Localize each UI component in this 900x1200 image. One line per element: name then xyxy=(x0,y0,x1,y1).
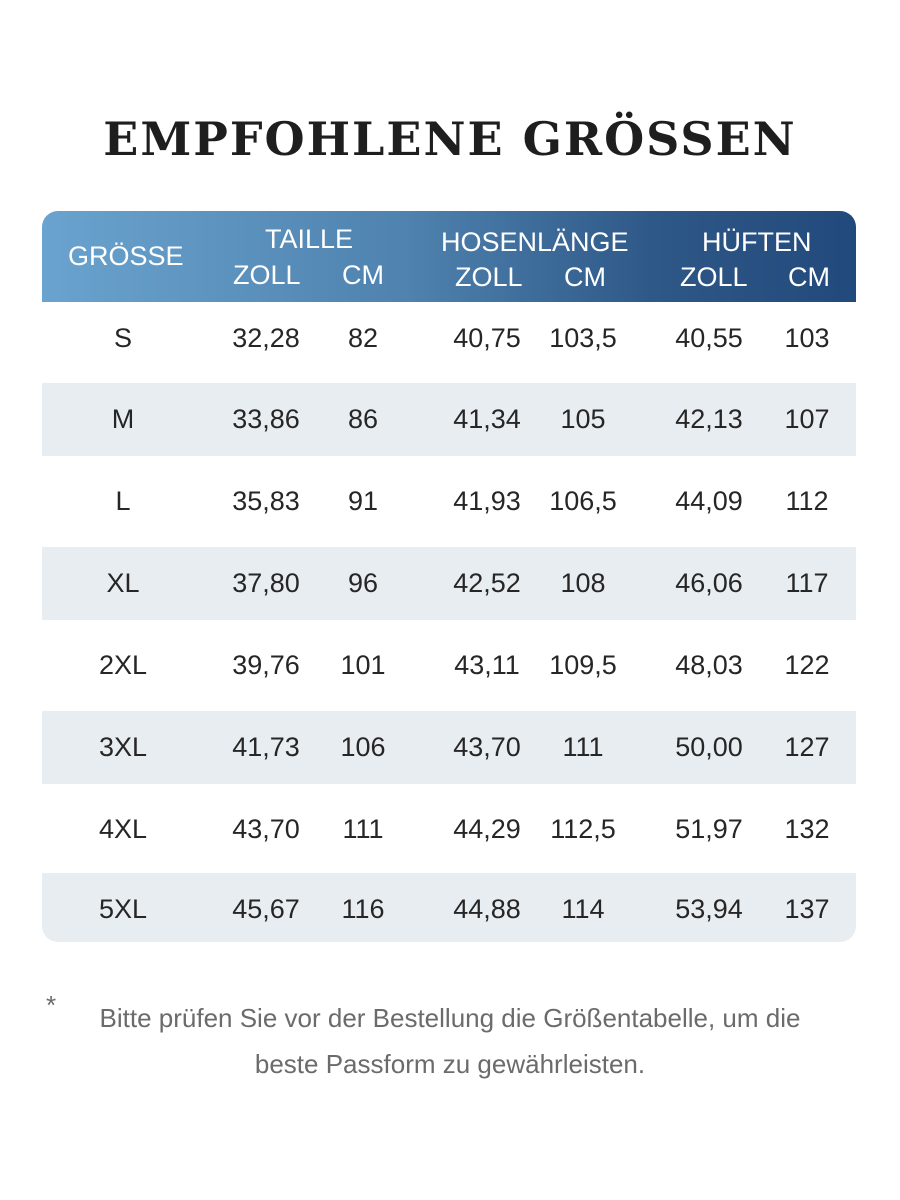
cell-waist-cm: 116 xyxy=(341,894,385,924)
cell-waist-cm: 86 xyxy=(347,404,379,434)
cell-waist-cm: 91 xyxy=(347,486,379,516)
table-row: 2XL 39,76 101 43,11 109,5 48,03 122 xyxy=(42,629,856,702)
cell-size: S xyxy=(113,323,133,353)
cell-size: M xyxy=(111,404,135,434)
cell-hip-in: 50,00 xyxy=(675,732,743,762)
size-table: GRÖSSE TAILLE ZOLL CM HOSENLÄNGE ZOLL CM… xyxy=(42,211,856,942)
cell-len-cm: 105 xyxy=(560,404,606,434)
table-row: XL 37,80 96 42,52 108 46,06 117 xyxy=(42,547,856,620)
cell-waist-cm: 82 xyxy=(347,323,379,353)
cell-len-cm: 108 xyxy=(560,568,606,598)
cell-hip-cm: 127 xyxy=(784,732,830,762)
table-row: 4XL 43,70 111 44,29 112,5 51,97 132 xyxy=(42,793,856,866)
cell-len-in: 42,52 xyxy=(453,568,521,598)
table-row: M 33,86 86 41,34 105 42,13 107 xyxy=(42,383,856,456)
cell-hip-in: 51,97 xyxy=(675,814,743,844)
cell-len-cm: 114 xyxy=(561,894,605,924)
header-waist-cm: CM xyxy=(342,260,384,290)
header-size: GRÖSSE xyxy=(68,241,184,271)
cell-waist-cm: 96 xyxy=(347,568,379,598)
header-inseam-in: ZOLL xyxy=(455,262,523,292)
cell-len-in: 40,75 xyxy=(453,323,521,353)
cell-hip-in: 46,06 xyxy=(675,568,743,598)
note-asterisk: * xyxy=(46,990,57,1020)
cell-waist-in: 41,73 xyxy=(232,732,300,762)
cell-hip-cm: 103 xyxy=(784,323,830,353)
cell-size: 3XL xyxy=(98,732,148,762)
cell-waist-in: 35,83 xyxy=(232,486,300,516)
header-hips: HÜFTEN xyxy=(702,227,812,257)
note-line-2: beste Passform zu gewährleisten. xyxy=(254,1049,646,1079)
cell-size: L xyxy=(115,486,131,516)
cell-hip-in: 44,09 xyxy=(675,486,743,516)
cell-waist-in: 33,86 xyxy=(232,404,300,434)
table-row: S 32,28 82 40,75 103,5 40,55 103 xyxy=(42,302,856,375)
cell-waist-cm: 111 xyxy=(342,814,384,844)
cell-hip-cm: 112 xyxy=(785,486,829,516)
header-waist-in: ZOLL xyxy=(233,260,301,290)
cell-hip-cm: 137 xyxy=(784,894,830,924)
cell-len-in: 44,88 xyxy=(453,894,521,924)
cell-len-in: 41,34 xyxy=(453,404,521,434)
cell-hip-in: 40,55 xyxy=(675,323,743,353)
cell-waist-in: 43,70 xyxy=(232,814,300,844)
table-row: 5XL 45,67 116 44,88 114 53,94 137 xyxy=(42,873,856,942)
cell-hip-in: 42,13 xyxy=(675,404,743,434)
cell-len-cm: 103,5 xyxy=(549,323,617,353)
cell-hip-cm: 122 xyxy=(784,650,830,680)
table-row: L 35,83 91 41,93 106,5 44,09 112 xyxy=(42,465,856,538)
cell-len-in: 43,70 xyxy=(453,732,521,762)
header-waist: TAILLE xyxy=(265,224,354,254)
cell-waist-cm: 101 xyxy=(340,650,386,680)
note-line-1: Bitte prüfen Sie vor der Bestellung die … xyxy=(99,1003,801,1033)
cell-len-cm: 112,5 xyxy=(550,814,616,844)
header-hips-cm: CM xyxy=(788,262,830,292)
cell-len-in: 44,29 xyxy=(453,814,521,844)
cell-len-in: 43,11 xyxy=(454,650,520,680)
cell-len-cm: 106,5 xyxy=(549,486,617,516)
header-inseam-cm: CM xyxy=(564,262,606,292)
header-inseam: HOSENLÄNGE xyxy=(441,227,629,257)
cell-waist-in: 45,67 xyxy=(232,894,300,924)
cell-len-cm: 109,5 xyxy=(549,650,617,680)
cell-hip-cm: 132 xyxy=(784,814,830,844)
table-row: 3XL 41,73 106 43,70 111 50,00 127 xyxy=(42,711,856,784)
cell-hip-in: 48,03 xyxy=(675,650,743,680)
cell-waist-in: 32,28 xyxy=(232,323,300,353)
page-title: EMPFOHLENE GRÖSSEN xyxy=(103,112,797,166)
cell-size: 4XL xyxy=(98,814,148,844)
cell-size: 2XL xyxy=(98,650,148,680)
cell-waist-in: 37,80 xyxy=(232,568,300,598)
cell-hip-cm: 107 xyxy=(784,404,830,434)
cell-size: XL xyxy=(106,568,140,598)
cell-waist-cm: 106 xyxy=(340,732,386,762)
cell-hip-in: 53,94 xyxy=(675,894,743,924)
cell-len-in: 41,93 xyxy=(453,486,521,516)
table-header: GRÖSSE TAILLE ZOLL CM HOSENLÄNGE ZOLL CM… xyxy=(42,211,856,302)
cell-hip-cm: 117 xyxy=(785,568,829,598)
header-hips-in: ZOLL xyxy=(680,262,748,292)
cell-size: 5XL xyxy=(98,894,148,924)
cell-len-cm: 111 xyxy=(562,732,604,762)
cell-waist-in: 39,76 xyxy=(232,650,300,680)
